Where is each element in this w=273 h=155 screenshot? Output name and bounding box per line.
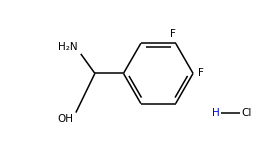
Text: Cl: Cl bbox=[242, 108, 252, 118]
Text: F: F bbox=[198, 68, 204, 78]
Text: OH: OH bbox=[58, 114, 74, 124]
Text: H₂N: H₂N bbox=[58, 42, 78, 52]
Text: F: F bbox=[170, 29, 176, 39]
Text: H: H bbox=[212, 108, 219, 118]
